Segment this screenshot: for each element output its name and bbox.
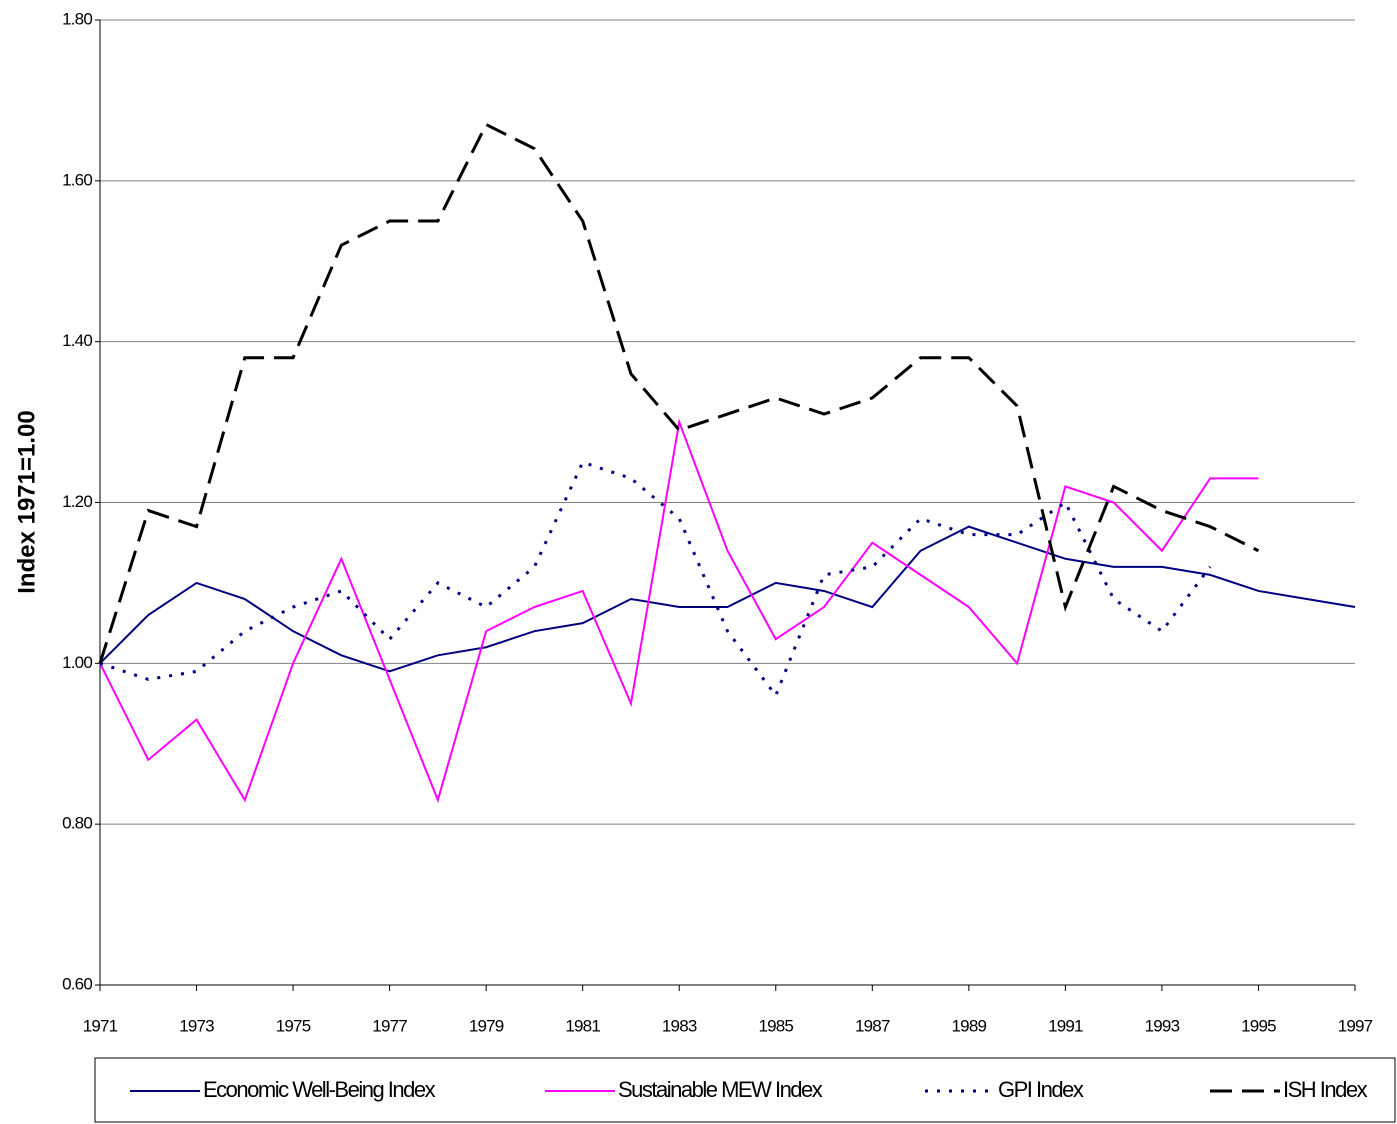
x-tick-label: 1991: [1048, 1016, 1083, 1035]
x-tick-label: 1975: [276, 1016, 311, 1035]
x-tick-label: 1983: [662, 1016, 697, 1035]
x-tick-label: 1987: [855, 1016, 890, 1035]
x-tick-label: 1997: [1338, 1016, 1373, 1035]
x-tick-label: 1977: [372, 1016, 407, 1035]
x-tick-label: 1979: [469, 1016, 504, 1035]
legend-label: ISH Index: [1283, 1077, 1368, 1102]
series-line: [99, 418, 1259, 804]
x-tick-label: 1995: [1241, 1016, 1276, 1035]
y-tick-label: 1.20: [62, 492, 92, 511]
y-tick-label: 1.80: [62, 9, 92, 28]
y-tick-label: 1.00: [62, 653, 92, 672]
y-axis-label: Index 1971=1.00: [13, 410, 40, 593]
legend-label: GPI Index: [998, 1077, 1084, 1102]
x-tick-label: 1971: [83, 1016, 118, 1035]
x-tick-label: 1981: [565, 1016, 600, 1035]
x-tick-label: 1993: [1145, 1016, 1180, 1035]
x-tick-label: 1973: [179, 1016, 214, 1035]
legend-box: [94, 1057, 1396, 1123]
series-line: [98, 122, 1260, 664]
legend-label: Economic Well-Being Index: [203, 1077, 436, 1102]
series-line: [99, 525, 1356, 673]
y-tick-label: 0.80: [62, 814, 92, 833]
x-tick-label: 1985: [758, 1016, 793, 1035]
y-tick-label: 0.60: [62, 974, 92, 993]
series-line: [99, 460, 1212, 699]
legend-label: Sustainable MEW Index: [618, 1077, 823, 1102]
y-tick-label: 1.40: [62, 331, 92, 350]
y-tick-label: 1.60: [62, 170, 92, 189]
x-tick-label: 1989: [952, 1016, 987, 1035]
